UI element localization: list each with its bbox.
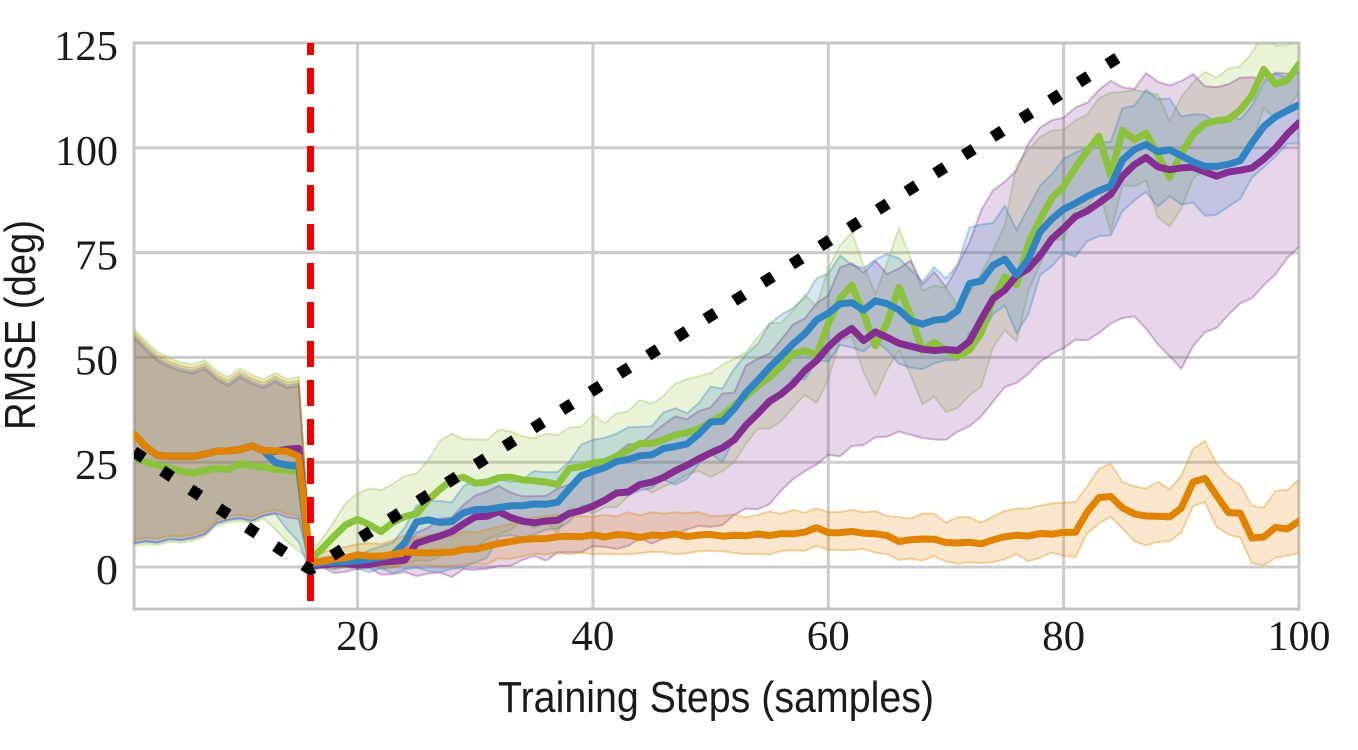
- svg-text:60: 60: [807, 614, 850, 660]
- svg-text:40: 40: [571, 614, 614, 660]
- svg-text:100: 100: [55, 129, 118, 175]
- svg-text:100: 100: [1268, 614, 1331, 660]
- svg-text:125: 125: [54, 24, 118, 70]
- svg-text:RMSE (deg): RMSE (deg): [0, 220, 45, 430]
- svg-text:50: 50: [75, 338, 118, 384]
- svg-text:Training Steps (samples): Training Steps (samples): [498, 673, 934, 722]
- svg-text:80: 80: [1042, 614, 1085, 660]
- svg-text:0: 0: [96, 548, 118, 594]
- svg-text:25: 25: [75, 443, 118, 489]
- svg-text:20: 20: [336, 614, 379, 660]
- svg-text:75: 75: [75, 234, 118, 280]
